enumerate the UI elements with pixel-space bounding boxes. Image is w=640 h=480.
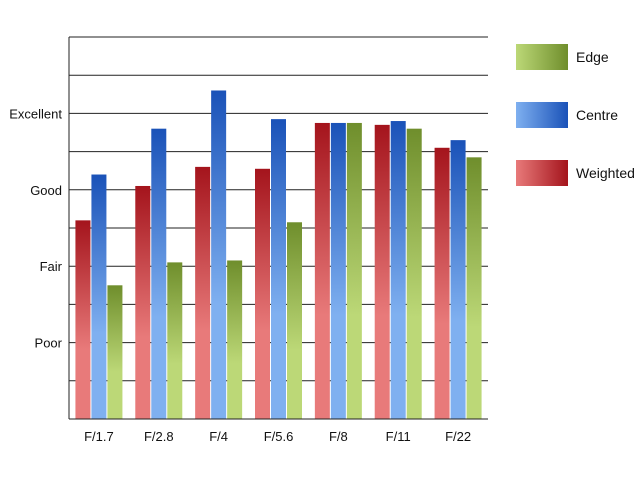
bar-weighted-f22 — [434, 147, 450, 419]
bar-edge-f56 — [287, 222, 302, 419]
y-tick-label: Good — [30, 183, 62, 198]
legend-swatch — [516, 160, 568, 186]
legend-label: Weighted — [576, 165, 635, 181]
bar-centre-f8 — [330, 122, 346, 419]
bar-weighted-f28 — [135, 185, 151, 419]
bar-weighted-f4 — [195, 166, 211, 419]
x-tick-label: F/11 — [386, 429, 411, 444]
bar-edge-f4 — [227, 260, 243, 419]
bars — [75, 90, 482, 420]
legend-item-weighted: Weighted — [516, 160, 640, 218]
y-tick-label: Fair — [40, 259, 63, 274]
x-tick-label: F/4 — [209, 429, 228, 444]
bar-edge-f28 — [167, 262, 183, 419]
bar-centre-f56 — [271, 119, 286, 419]
bar-edge-f22 — [466, 157, 482, 419]
bar-edge-f8 — [346, 122, 362, 419]
bar-centre-f28 — [151, 128, 167, 419]
bar-weighted-f11 — [374, 124, 390, 420]
legend-item-centre: Centre — [516, 102, 640, 160]
tick-labels: Poor Fair Good Excellent F/1.7 F/2.8 F/4 F/5.6 F… — [9, 106, 471, 444]
legend-label: Centre — [576, 107, 619, 123]
bar-edge-f11 — [406, 128, 422, 419]
bar-centre-f4 — [211, 90, 227, 419]
bar-centre-f22 — [450, 140, 466, 419]
x-tick-label: F/5.6 — [264, 429, 294, 444]
y-tick-label: Excellent — [9, 106, 62, 121]
bar-edge-f17 — [107, 285, 123, 419]
y-tick-label: Poor — [35, 336, 63, 351]
legend: Edge Centre Weighted — [516, 44, 640, 218]
bar-centre-f11 — [390, 121, 406, 419]
x-tick-label: F/1.7 — [84, 429, 114, 444]
legend-swatch — [516, 44, 568, 70]
bar-weighted-f56 — [255, 168, 270, 419]
legend-item-edge: Edge — [516, 44, 640, 102]
x-tick-label: F/22 — [445, 429, 471, 444]
bar-centre-f17 — [91, 174, 107, 419]
legend-label: Edge — [576, 49, 609, 65]
axes — [68, 37, 488, 420]
x-tick-label: F/8 — [329, 429, 348, 444]
bar-weighted-f8 — [314, 122, 330, 419]
x-tick-label: F/2.8 — [144, 429, 174, 444]
legend-swatch — [516, 102, 568, 128]
bar-weighted-f17 — [75, 220, 91, 419]
